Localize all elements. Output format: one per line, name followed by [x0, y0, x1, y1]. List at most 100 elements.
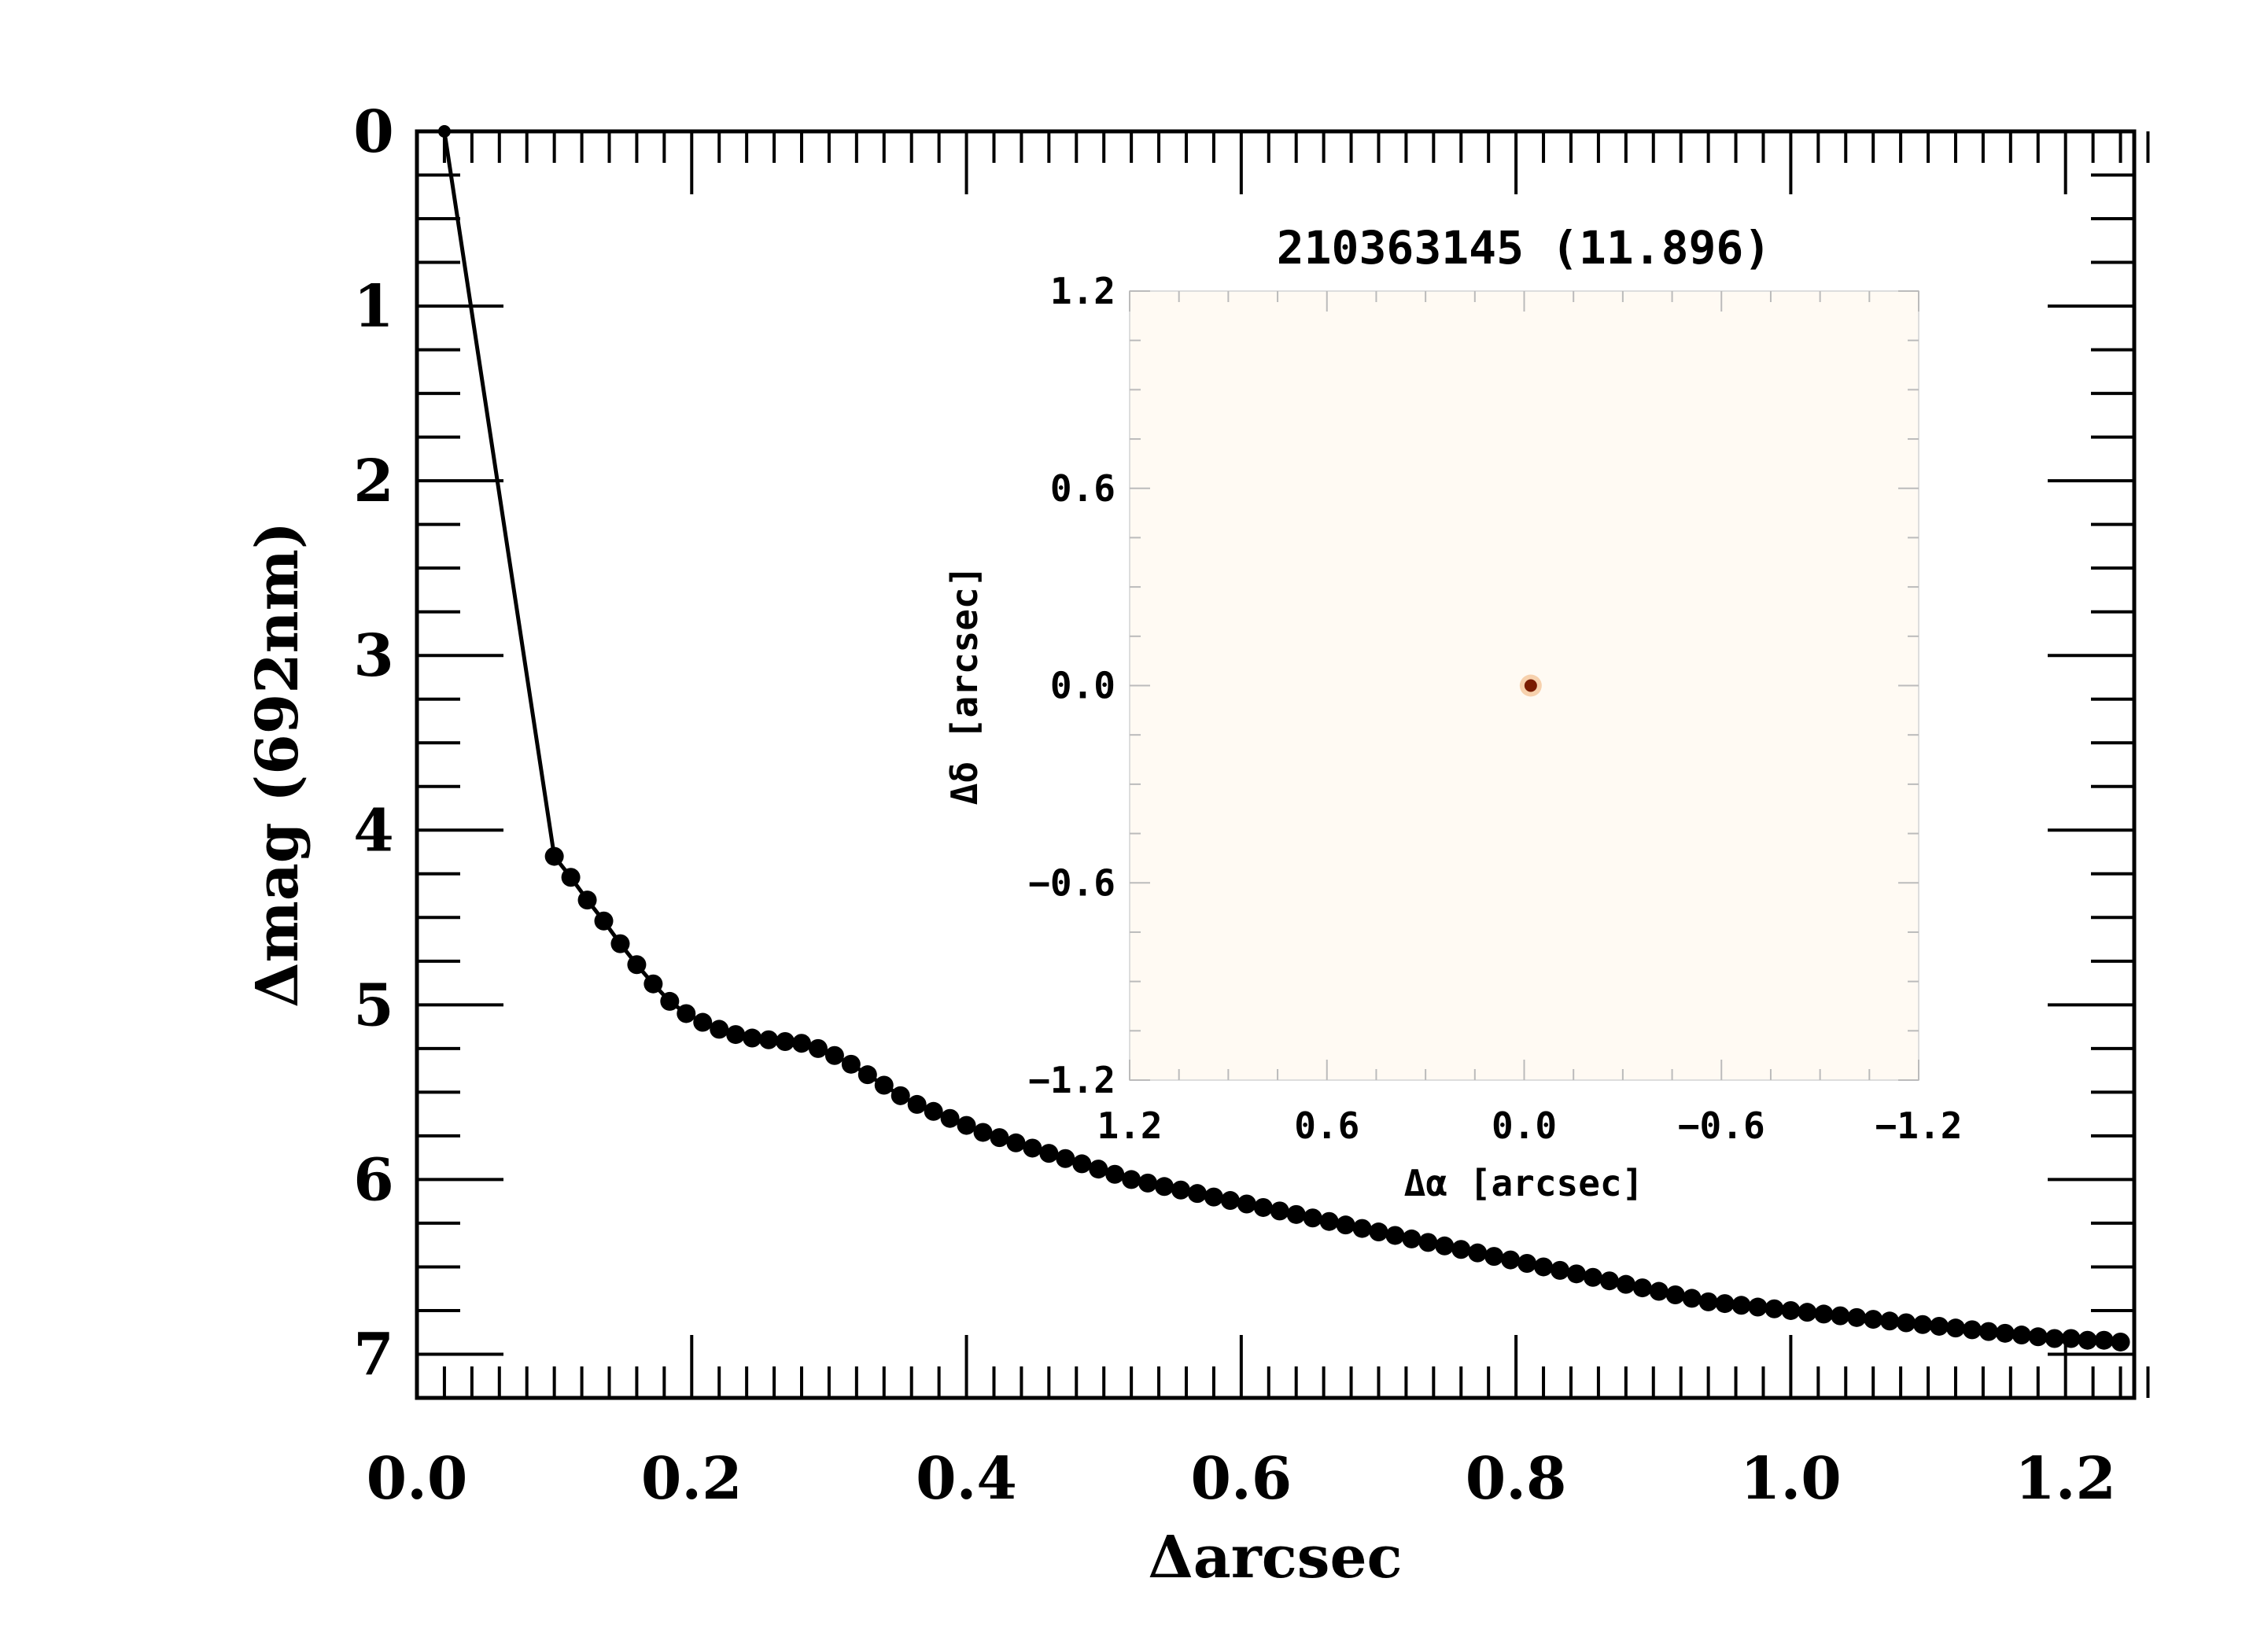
contrast-point — [940, 1108, 960, 1128]
contrast-point — [1599, 1271, 1619, 1291]
inset-image-background — [1129, 290, 1919, 1081]
contrast-point — [726, 1025, 746, 1045]
y-tick-label: 1 — [353, 273, 394, 341]
contrast-point — [1006, 1133, 1026, 1152]
contrast-point — [1748, 1297, 1768, 1317]
inset-y-tick-label: −0.6 — [1028, 861, 1115, 904]
contrast-point — [1616, 1274, 1635, 1294]
inset-y-tick-label: 0.0 — [1050, 665, 1115, 707]
inset-x-tick-label: 0.6 — [1294, 1104, 1359, 1147]
y-tick-label: 3 — [353, 622, 394, 690]
contrast-point — [1501, 1250, 1521, 1270]
contrast-point — [1847, 1307, 1867, 1327]
contrast-point — [1897, 1313, 1916, 1333]
x-tick-label: 0.0 — [367, 1445, 468, 1513]
contrast-point — [677, 1004, 696, 1023]
inset-source — [1524, 679, 1537, 692]
contrast-point — [1781, 1300, 1801, 1320]
contrast-point — [957, 1115, 976, 1135]
x-tick-label: 0.2 — [641, 1445, 743, 1513]
contrast-point — [1220, 1191, 1240, 1211]
x-tick-label: 0.8 — [1466, 1445, 1567, 1513]
contrast-point — [693, 1012, 713, 1032]
contrast-point — [907, 1094, 927, 1114]
contrast-point — [1665, 1285, 1685, 1304]
inset-y-tick-label: 0.6 — [1050, 467, 1115, 510]
inset-x-tick-label: −0.6 — [1678, 1104, 1765, 1147]
inset-x-tick-label: −1.2 — [1875, 1104, 1963, 1147]
inset-tick-labels: 1.2 0.6 0.0 −0.6 −1.21.20.60.0−0.6−1.2 — [1028, 270, 1962, 1147]
contrast-point — [1270, 1201, 1289, 1221]
contrast-series — [437, 125, 2130, 1351]
contrast-point — [610, 934, 630, 953]
contrast-point — [743, 1028, 762, 1048]
contrast-point — [1072, 1154, 1092, 1174]
main-axis-ticks — [415, 130, 2150, 1399]
x-tick-label: 1.2 — [2015, 1445, 2116, 1513]
contrast-point — [1698, 1292, 1718, 1311]
contrast-point — [1402, 1229, 1422, 1248]
contrast-point — [643, 974, 663, 994]
contrast-point — [1122, 1170, 1141, 1189]
main-plot-frame — [415, 129, 2137, 1400]
y-tick-label: 5 — [353, 972, 394, 1039]
contrast-point — [1303, 1208, 1322, 1228]
contrast-point — [1155, 1177, 1174, 1197]
inset-y-tick-label: −1.2 — [1028, 1059, 1115, 1101]
contrast-point — [1962, 1320, 1982, 1340]
inset-x-axis-title: Δα [arcsec] — [1404, 1162, 1644, 1204]
contrast-point — [660, 991, 680, 1011]
contrast-point — [437, 125, 451, 138]
contrast-point — [857, 1065, 877, 1085]
y-tick-label: 6 — [353, 1146, 394, 1214]
contrast-point — [759, 1030, 779, 1049]
x-tick-label: 1.0 — [1740, 1445, 1842, 1513]
contrast-point — [1039, 1144, 1059, 1163]
contrast-point — [2078, 1330, 2097, 1350]
contrast-point — [1056, 1149, 1075, 1168]
contrast-point — [1632, 1278, 1652, 1298]
contrast-point — [1105, 1164, 1125, 1184]
contrast-point — [577, 891, 597, 910]
contrast-point — [1204, 1187, 1223, 1207]
contrast-point — [824, 1045, 844, 1065]
contrast-point — [1945, 1318, 1965, 1338]
contrast-point — [1468, 1243, 1488, 1263]
main-tick-labels: 0.0 0.2 0.4 0.6 0.8 1.0 1.2 0 1 2 3 4 5 6 7 — [353, 98, 2116, 1513]
contrast-point — [874, 1075, 894, 1095]
inset-axis-ticks — [1129, 290, 1919, 1081]
contrast-point — [973, 1123, 993, 1142]
contrast-point — [544, 846, 564, 866]
contrast-point — [561, 868, 581, 887]
contrast-point — [776, 1031, 795, 1051]
contrast-point — [594, 911, 614, 931]
inset-title: 210363145 (11.896) — [1277, 221, 1772, 275]
contrast-point — [1880, 1311, 1900, 1331]
contrast-point — [1731, 1296, 1751, 1315]
contrast-point — [1551, 1260, 1570, 1280]
contrast-point — [791, 1034, 811, 1053]
contrast-point — [1435, 1236, 1455, 1256]
contrast-point — [1319, 1211, 1339, 1231]
contrast-point — [1566, 1264, 1586, 1284]
x-axis-title: Δarcsec — [1148, 1524, 1402, 1591]
contrast-point — [1978, 1322, 1998, 1341]
contrast-point — [1831, 1306, 1850, 1326]
contrast-point — [1995, 1323, 2015, 1343]
contrast-point — [1023, 1138, 1042, 1158]
inset-image-panel: 1.2 0.6 0.0 −0.6 −1.21.20.60.0−0.6−1.2 21036… — [943, 221, 1962, 1204]
contrast-point — [1930, 1316, 1949, 1336]
contrast-point — [1369, 1222, 1388, 1242]
contrast-point — [1864, 1310, 1883, 1329]
contrast-point — [1187, 1184, 1207, 1204]
contrast-point — [1484, 1247, 1504, 1267]
contrast-point — [2111, 1332, 2130, 1351]
contrast-point — [1913, 1315, 1933, 1334]
inset-x-tick-label: 1.2 — [1097, 1104, 1162, 1147]
y-axis-title: Δmag (692nm) — [244, 522, 312, 1008]
contrast-point — [1764, 1299, 1784, 1318]
contrast-point — [1682, 1289, 1702, 1308]
contrast-point — [841, 1054, 861, 1074]
contrast-point — [1286, 1204, 1306, 1224]
